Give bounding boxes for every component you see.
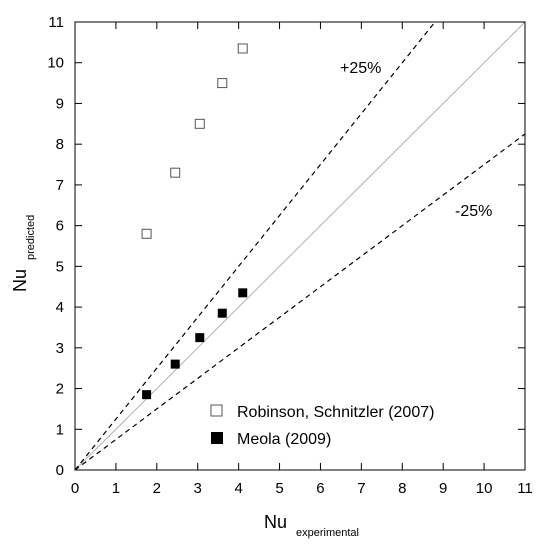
x-tick-label: 1 (112, 480, 120, 497)
x-tick-label: 7 (357, 480, 365, 497)
svg-text:Nu: Nu (264, 512, 287, 532)
x-tick-label: 11 (517, 480, 533, 497)
point-robinson-schnitzler (142, 229, 151, 238)
y-tick-label: 3 (56, 340, 64, 357)
point-robinson-schnitzler (218, 79, 227, 88)
legend-label-robinson: Robinson, Schnitzler (2007) (237, 404, 434, 421)
y-tick-label: 2 (56, 381, 64, 398)
y-tick-label: 11 (48, 14, 64, 31)
x-axis-title: Nu experimental (264, 512, 359, 539)
y-tick-label: 5 (56, 258, 64, 275)
x-tick-label: 9 (439, 480, 447, 497)
x-tick-label: 3 (194, 480, 202, 497)
legend: Robinson, Schnitzler (2007) Meola (2009) (211, 404, 434, 448)
x-tick-label: 6 (316, 480, 324, 497)
legend-marker-open-square (211, 405, 222, 416)
point-meola (218, 309, 227, 318)
point-robinson-schnitzler (171, 168, 180, 177)
legend-label-meola: Meola (2009) (237, 431, 331, 448)
point-meola (171, 360, 180, 369)
x-tick-label: 2 (153, 480, 161, 497)
x-tick-label: 5 (275, 480, 283, 497)
x-tick-label: 4 (234, 480, 242, 497)
y-tick-label: 6 (56, 218, 64, 235)
x-tick-label: 8 (398, 480, 406, 497)
y-tick-label: 4 (56, 299, 64, 316)
point-robinson-schnitzler (238, 44, 247, 53)
ref-label-minus: -25% (455, 203, 492, 220)
reference-line-parity (75, 22, 525, 470)
legend-marker-filled-square (211, 432, 223, 444)
y-tick-label: 8 (56, 136, 64, 153)
point-meola (195, 333, 204, 342)
y-tick-label: 0 (56, 462, 64, 479)
y-tick-label: 10 (47, 55, 64, 72)
ref-label-plus: +25% (340, 60, 381, 77)
svg-text:experimental: experimental (296, 527, 359, 539)
point-meola (238, 288, 247, 297)
x-tick-label: 10 (476, 480, 493, 497)
y-tick-label: 9 (56, 95, 64, 112)
point-meola (142, 390, 151, 399)
y-tick-label: 1 (56, 421, 64, 438)
point-robinson-schnitzler (195, 119, 204, 128)
y-tick-label: 7 (56, 177, 64, 194)
svg-text:Nu: Nu (10, 269, 30, 292)
y-axis-title: Nu predicted (10, 215, 37, 292)
x-tick-label: 0 (71, 480, 79, 497)
svg-text:predicted: predicted (25, 215, 37, 260)
